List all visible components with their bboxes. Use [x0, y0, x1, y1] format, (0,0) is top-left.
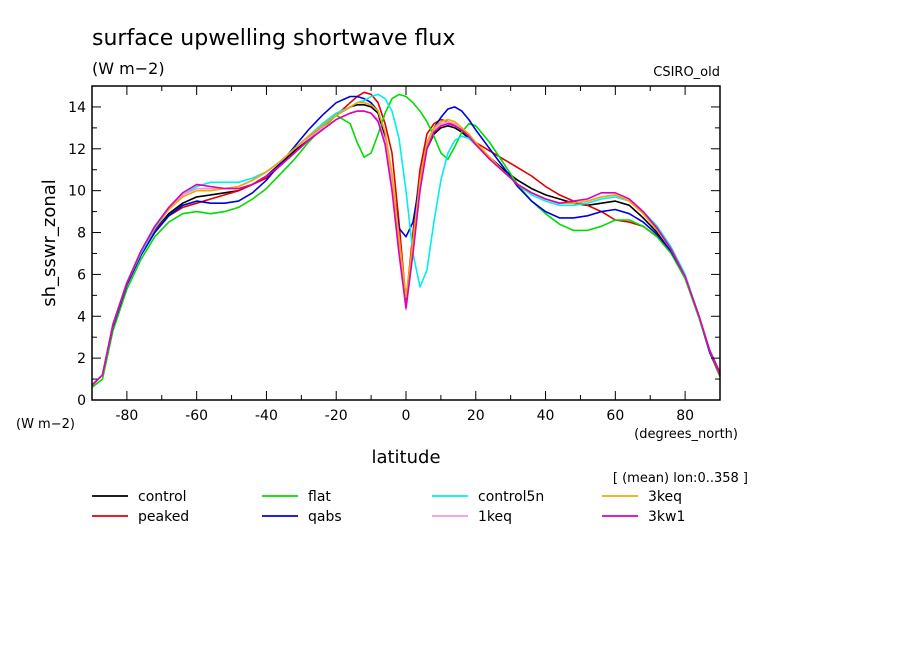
chart-title: surface upwelling shortwave flux [92, 26, 455, 51]
legend-label-qabs: qabs [308, 509, 342, 525]
y-tick-label: 2 [77, 351, 86, 367]
y-tick-label: 4 [77, 309, 86, 325]
series-line-3kw1 [91, 110, 721, 386]
y-tick-label: 8 [77, 226, 86, 242]
x-tick-label: 80 [676, 408, 694, 424]
x-axis-label: latitude [371, 447, 440, 468]
series-line-control [91, 104, 721, 386]
y-axis-units: (W m−2) [16, 417, 75, 432]
legend-label-3keq: 3keq [648, 489, 682, 505]
x-tick-label: 20 [467, 408, 485, 424]
x-tick-label: 0 [402, 408, 411, 424]
y-tick-label: 10 [68, 184, 86, 200]
title-units: (W m−2) [92, 59, 165, 78]
y-axis-label: sh_sswr_zonal [39, 179, 60, 307]
series-line-control5n [91, 93, 721, 386]
series-line-peaked [91, 91, 721, 386]
series-layer [91, 91, 721, 389]
y-tick-label: 12 [68, 142, 86, 158]
legend-label-3kw1: 3kw1 [648, 509, 685, 525]
x-tick-label: -40 [255, 408, 278, 424]
series-line-qabs [91, 95, 721, 386]
x-tick-label: -80 [115, 408, 138, 424]
x-tick-label: -60 [185, 408, 208, 424]
x-tick-label: 60 [606, 408, 624, 424]
legend-label-control5n: control5n [478, 489, 544, 505]
series-line-flat [91, 93, 721, 389]
y-tick-label: 0 [77, 393, 86, 409]
y-axis-ticks: 0 2 4 6 8 10 12 14 [68, 85, 720, 409]
legend: control flat control5n 3keq peaked qabs 1keq 3k… [92, 489, 685, 525]
x-axis-units: (degrees_north) [634, 427, 738, 442]
series-line-1keq [91, 110, 721, 386]
y-tick-label: 14 [68, 100, 86, 116]
legend-label-flat: flat [308, 489, 331, 505]
legend-label-1keq: 1keq [478, 509, 512, 525]
plot-frame [91, 85, 721, 401]
x-tick-label: 40 [537, 408, 555, 424]
series-line-3keq [91, 101, 721, 386]
y-tick-label: 6 [77, 267, 86, 283]
source-label: CSIRO_old [653, 65, 720, 80]
subset-note: [ (mean) lon:0..358 ] [613, 471, 748, 486]
x-axis-ticks: -80 -60 -40 -20 0 20 40 60 80 [91, 86, 721, 424]
x-tick-label: -20 [325, 408, 348, 424]
legend-label-peaked: peaked [138, 509, 189, 525]
legend-label-control: control [138, 489, 187, 505]
